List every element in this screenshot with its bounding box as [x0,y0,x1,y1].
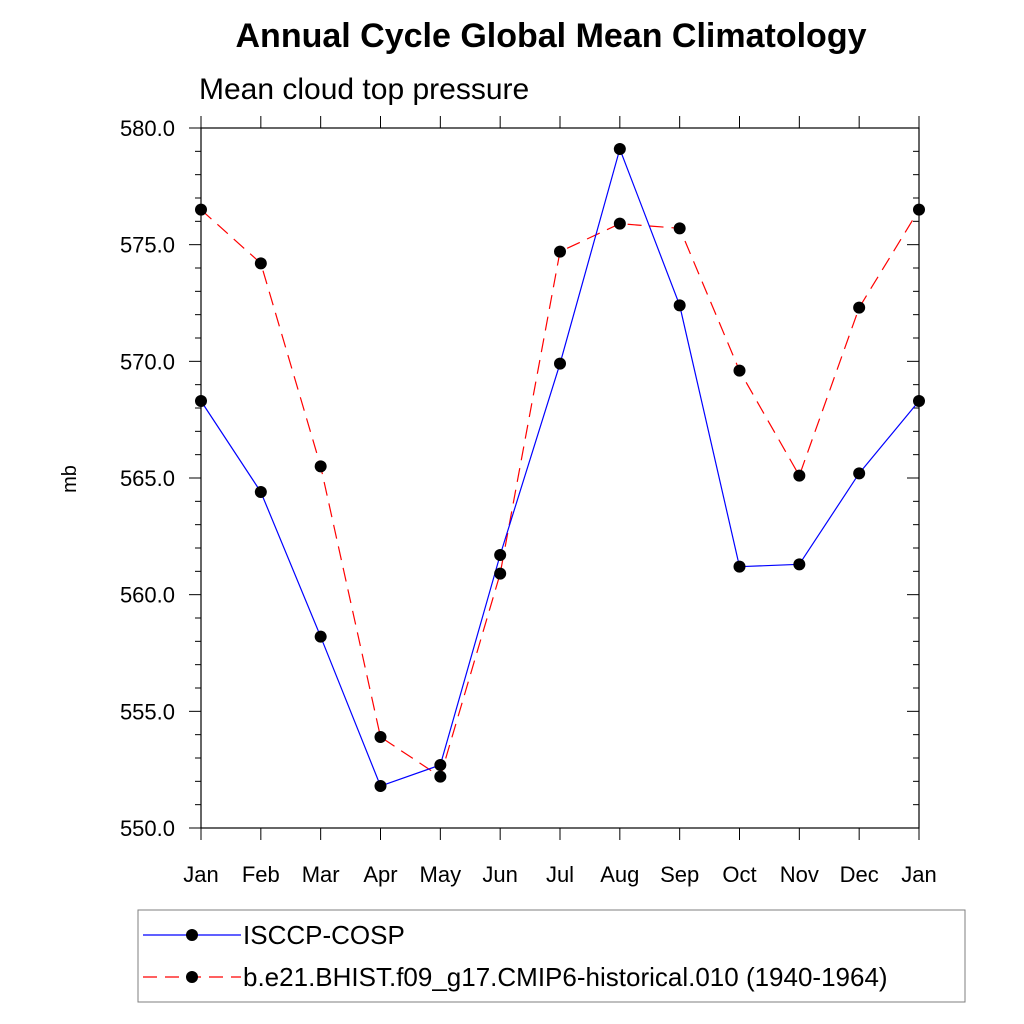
series-1-point [793,469,806,482]
series-1-point [374,731,387,743]
series-1-point [195,203,207,216]
legend-label-0: ISCCP-COSP [243,920,405,950]
x-tick-label: Jun [482,862,517,887]
series-0-point [793,558,806,571]
series-1-point [554,245,566,258]
x-tick-label: May [420,862,462,887]
series-0-point [254,486,267,498]
legend: ISCCP-COSP b.e21.BHIST.f09_g17.CMIP6-hist… [143,920,888,992]
x-tick-label: Feb [242,862,280,887]
chart-subtitle: Mean cloud top pressure [199,73,529,106]
series-0-point [434,759,447,771]
x-tick-label: Nov [780,862,819,887]
x-tick-label: Oct [722,862,756,887]
series-0-point [554,357,566,370]
series-0-point [494,549,507,561]
series-0-point [314,630,327,643]
series-1-point [494,567,507,580]
series-1-point [314,460,327,473]
series-1-point [733,364,746,377]
axis-ticks: 550.0 555.0 560.0 565.0 570.0 575.0 580.0 Jan Fe… [120,116,937,887]
y-tick-label: 570.0 [120,349,175,374]
y-tick-label: 580.0 [120,116,175,141]
series-1-point [254,257,267,270]
legend-box [137,909,966,1003]
series-line-0 [200,147,920,787]
series-1-point [913,203,925,216]
x-tick-label: Jan [901,862,936,887]
series-0-point [613,143,626,155]
x-tick-label: Sep [660,862,699,887]
series-0-point [913,395,925,407]
series-0-point [853,467,866,480]
x-tick-label: Jul [546,862,574,887]
series-1-point [853,301,866,314]
series-line-1 [200,209,920,778]
series-0-point [733,560,746,573]
plot-frame [200,127,920,829]
y-tick-label: 560.0 [120,583,175,608]
legend-marker-1 [186,971,198,983]
x-tick-label: Apr [363,862,397,887]
x-tick-label: Mar [302,862,340,887]
x-tick-label: Aug [600,862,639,887]
series-layer [195,143,925,792]
x-tick-label: Jan [183,862,218,887]
series-1-point [673,222,686,235]
legend-label-1: b.e21.BHIST.f09_g17.CMIP6-historical.010… [243,962,888,992]
chart-title: Annual Cycle Global Mean Climatology [236,17,867,55]
y-tick-label: 555.0 [120,699,175,724]
series-0-point [195,395,207,407]
legend-marker-0 [186,929,198,941]
y-axis-label: mb [59,465,81,493]
x-tick-label: Dec [840,862,879,887]
y-tick-label: 575.0 [120,233,175,258]
series-1-point [613,217,626,230]
y-tick-label: 550.0 [120,816,175,841]
series-0-point [374,780,387,792]
series-0-point [673,299,686,312]
series-1-point [434,770,447,783]
y-tick-label: 565.0 [120,466,175,491]
